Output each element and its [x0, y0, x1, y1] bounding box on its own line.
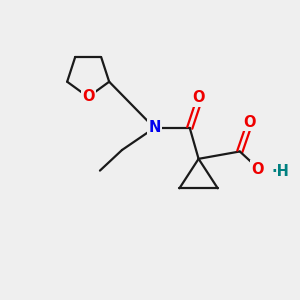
Text: N: N — [148, 120, 160, 135]
Text: O: O — [243, 115, 256, 130]
Text: O: O — [192, 90, 205, 105]
Text: O: O — [82, 89, 94, 104]
Text: O: O — [251, 162, 264, 177]
Text: ·H: ·H — [271, 164, 289, 179]
